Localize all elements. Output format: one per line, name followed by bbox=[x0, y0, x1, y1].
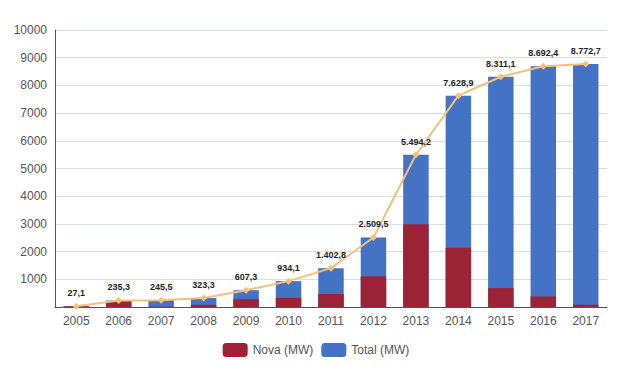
svg-text:2000: 2000 bbox=[20, 245, 47, 259]
svg-text:2016: 2016 bbox=[530, 314, 557, 328]
svg-text:7000: 7000 bbox=[20, 106, 47, 120]
svg-text:2.509,5: 2.509,5 bbox=[358, 219, 388, 229]
svg-text:9000: 9000 bbox=[20, 51, 47, 65]
svg-text:2007: 2007 bbox=[148, 314, 175, 328]
svg-text:323,3: 323,3 bbox=[192, 280, 215, 290]
svg-text:1.402,8: 1.402,8 bbox=[316, 250, 346, 260]
svg-text:8000: 8000 bbox=[20, 78, 47, 92]
svg-text:245,5: 245,5 bbox=[150, 282, 173, 292]
svg-text:10000: 10000 bbox=[14, 23, 48, 37]
svg-text:607,3: 607,3 bbox=[235, 272, 258, 282]
svg-text:2005: 2005 bbox=[63, 314, 90, 328]
svg-text:235,3: 235,3 bbox=[107, 282, 130, 292]
svg-text:2013: 2013 bbox=[403, 314, 430, 328]
svg-text:2011: 2011 bbox=[318, 314, 344, 328]
svg-text:5.494,2: 5.494,2 bbox=[401, 137, 431, 147]
svg-text:934,1: 934,1 bbox=[277, 263, 300, 273]
svg-text:2008: 2008 bbox=[190, 314, 217, 328]
svg-text:4000: 4000 bbox=[20, 189, 47, 203]
svg-text:2015: 2015 bbox=[487, 314, 514, 328]
svg-text:2014: 2014 bbox=[445, 314, 472, 328]
svg-text:8.692,4: 8.692,4 bbox=[528, 48, 558, 58]
svg-text:5000: 5000 bbox=[20, 162, 47, 176]
svg-text:2017: 2017 bbox=[572, 314, 599, 328]
svg-text:1000: 1000 bbox=[20, 272, 47, 286]
svg-text:Total (MW): Total (MW) bbox=[351, 343, 409, 357]
svg-text:2010: 2010 bbox=[275, 314, 302, 328]
svg-text:6000: 6000 bbox=[20, 134, 47, 148]
svg-text:3000: 3000 bbox=[20, 217, 47, 231]
svg-text:27,1: 27,1 bbox=[67, 288, 85, 298]
svg-text:2006: 2006 bbox=[105, 314, 132, 328]
svg-text:2012: 2012 bbox=[360, 314, 387, 328]
svg-text:7.628,9: 7.628,9 bbox=[443, 78, 473, 88]
svg-text:8.311,1: 8.311,1 bbox=[486, 59, 516, 69]
svg-text:Nova (MW): Nova (MW) bbox=[253, 343, 314, 357]
svg-text:2009: 2009 bbox=[233, 314, 260, 328]
svg-text:8.772,7: 8.772,7 bbox=[571, 46, 601, 56]
